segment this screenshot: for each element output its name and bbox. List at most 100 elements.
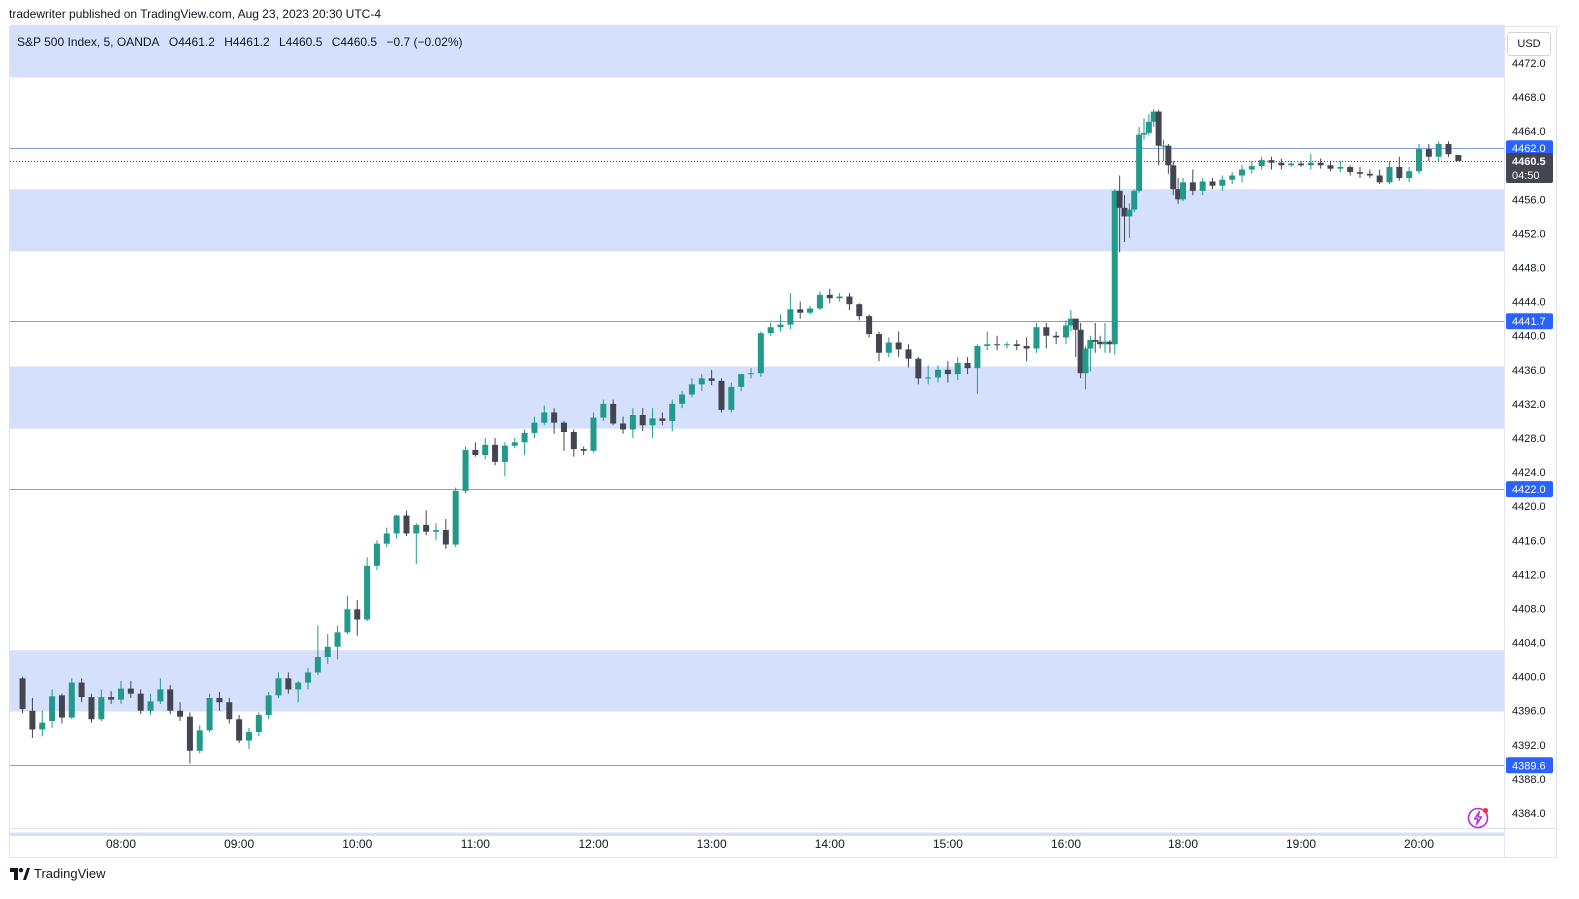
y-tick-label: 4412.0 <box>1512 569 1546 581</box>
x-tick-label: 14:00 <box>815 837 845 851</box>
legend-symbol[interactable]: S&P 500 Index, 5, OANDA <box>17 35 160 49</box>
candle-up <box>295 682 302 690</box>
candle-down <box>964 363 971 369</box>
candle-up <box>590 417 597 451</box>
candle-down <box>580 449 587 451</box>
candle-up <box>1150 111 1157 122</box>
candle-down <box>1023 345 1030 349</box>
candle-up <box>1082 348 1089 374</box>
price-badge-label: 4422.0 <box>1512 484 1546 496</box>
candle-up <box>925 377 932 379</box>
candle-down <box>1298 163 1304 166</box>
y-tick-label: 4408.0 <box>1512 603 1546 615</box>
candle-up <box>629 414 636 430</box>
price-badge <box>1506 313 1553 330</box>
candle-down <box>1121 207 1128 217</box>
y-tick-label: 4388.0 <box>1512 774 1546 786</box>
candle-up <box>1229 175 1236 180</box>
candle-down <box>1278 162 1285 166</box>
candle-up <box>1063 325 1069 338</box>
legend-high: H4461.2 <box>224 35 270 49</box>
candle-up <box>157 689 164 702</box>
candle-up <box>1087 339 1094 349</box>
candle-down <box>1175 189 1182 200</box>
candle-down <box>610 403 617 424</box>
candle-up <box>787 309 794 325</box>
brand-footer[interactable]: TradingView <box>10 866 106 881</box>
candle-down <box>167 689 174 711</box>
candle-up <box>1337 166 1344 169</box>
candle-down <box>58 695 65 718</box>
y-tick-label: 4456.0 <box>1512 194 1546 206</box>
candle-up <box>688 384 695 395</box>
candle-up <box>807 308 814 313</box>
y-tick-label: 4464.0 <box>1512 126 1546 138</box>
candle-up <box>147 701 154 711</box>
x-tick-label: 15:00 <box>933 837 963 851</box>
y-tick-label: 4444.0 <box>1512 297 1546 309</box>
candle-up <box>393 515 400 534</box>
candle-down <box>226 702 233 720</box>
y-tick-label: 4392.0 <box>1512 740 1546 752</box>
candle-up <box>275 678 282 696</box>
y-tick-label: 4416.0 <box>1512 535 1546 547</box>
candle-up <box>1435 143 1442 157</box>
candle-down <box>551 412 558 423</box>
candle-down <box>29 710 36 730</box>
candle-down <box>797 309 804 313</box>
candle-down <box>659 418 666 421</box>
candle-up <box>748 373 754 375</box>
candle-up <box>1136 134 1143 191</box>
candle-up <box>1033 327 1040 349</box>
candle-up <box>738 374 745 387</box>
candle-up <box>767 327 774 334</box>
x-tick-label: 12:00 <box>578 837 608 851</box>
candle-up <box>1219 179 1226 186</box>
candle-down <box>1043 327 1050 336</box>
candle-down <box>442 530 449 545</box>
candle-up <box>501 445 508 462</box>
x-tick-label: 19:00 <box>1286 837 1316 851</box>
candle-up <box>1288 163 1295 166</box>
candle-up <box>196 730 203 751</box>
y-tick-label: 4472.0 <box>1512 58 1546 70</box>
candle-down <box>708 378 715 381</box>
candle-down <box>1077 329 1084 374</box>
candle-up <box>521 432 528 443</box>
candle-down <box>1327 165 1334 169</box>
x-tick-label: 10:00 <box>342 837 372 851</box>
candle-down <box>1347 166 1354 173</box>
candle-down <box>403 515 410 534</box>
legend-low: L4460.5 <box>278 35 323 49</box>
candle-up <box>206 697 213 731</box>
supply-demand-zone <box>10 24 1504 78</box>
candle-down <box>1425 149 1432 157</box>
supply-demand-zone <box>10 366 1504 429</box>
candle-down <box>216 697 223 703</box>
candle-up <box>541 412 548 423</box>
candle-up <box>984 344 991 346</box>
candle-down <box>137 693 144 711</box>
ohlc-legend: S&P 500 Index, 5, OANDA O4461.2 H4461.2 … <box>17 35 469 49</box>
candle-down <box>78 682 85 698</box>
candle-up <box>344 609 351 633</box>
candle-down <box>1053 335 1060 338</box>
candle-down <box>1116 190 1123 208</box>
currency-button[interactable]: USD <box>1507 32 1551 56</box>
candle-up <box>462 449 469 491</box>
lightning-icon[interactable] <box>1467 807 1489 829</box>
candle-down <box>19 678 26 710</box>
candle-up <box>1258 160 1265 167</box>
supply-demand-zone <box>10 189 1504 252</box>
brand-name: TradingView <box>34 866 106 881</box>
x-tick-label: 13:00 <box>697 837 727 851</box>
candle-up <box>698 378 705 385</box>
candle-up <box>728 386 735 410</box>
y-tick-label: 4432.0 <box>1512 399 1546 411</box>
supply-demand-zone <box>10 650 1504 712</box>
candle-up <box>649 418 656 426</box>
candle-down <box>354 609 361 620</box>
candle-up <box>1416 149 1422 172</box>
candle-up <box>974 345 981 369</box>
